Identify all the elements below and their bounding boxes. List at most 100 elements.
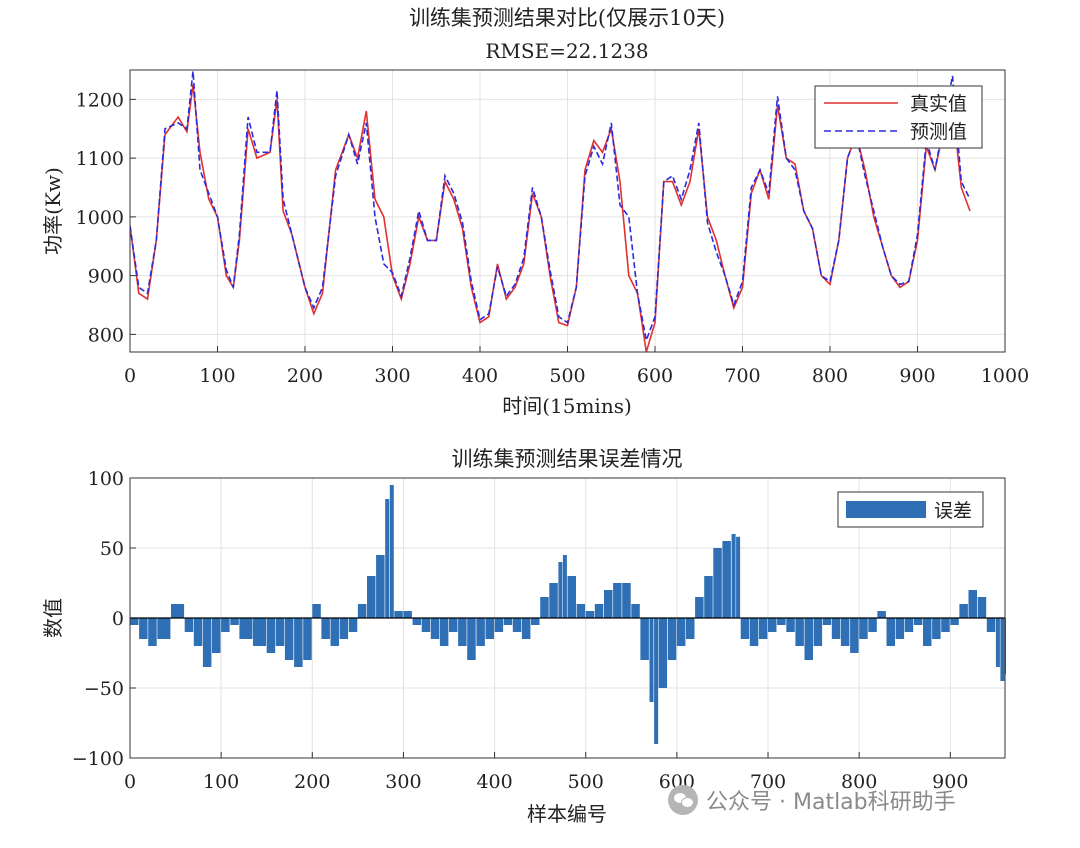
- error-bar: [676, 618, 686, 646]
- error-bar: [485, 618, 494, 639]
- error-bar: [221, 618, 230, 632]
- error-bar: [813, 618, 823, 646]
- watermark: 公众号 · Matlab科研助手: [668, 784, 956, 816]
- error-bar: [822, 618, 832, 625]
- error-bar: [613, 583, 622, 618]
- error-bar: [412, 618, 422, 625]
- error-bar: [389, 485, 394, 618]
- legend-label-actual: 真实值: [910, 93, 967, 115]
- error-bar: [786, 618, 795, 632]
- error-bar: [139, 618, 148, 639]
- error-bar: [130, 618, 139, 625]
- error-bar: [512, 618, 522, 632]
- error-bar: [1000, 618, 1005, 681]
- error-bar: [503, 618, 513, 625]
- error-bar: [357, 604, 367, 618]
- bottom-ytick-label-3: 50: [100, 538, 124, 560]
- bottom-chart-xlabel: 样本编号: [527, 802, 607, 826]
- error-bar: [348, 618, 358, 632]
- error-bar: [421, 618, 431, 632]
- error-bar: [202, 618, 212, 667]
- bottom-xtick-label-2: 200: [294, 771, 330, 793]
- error-bar: [567, 576, 576, 618]
- bottom-xtick-label-1: 100: [203, 771, 239, 793]
- error-bar: [977, 597, 987, 618]
- top-chart-frame: [129, 69, 1006, 353]
- error-bar: [521, 618, 531, 639]
- top-chart-ticks: 0 100 200 300 400 500 600 700 800 900 1000 800 900 10…: [76, 89, 1030, 387]
- error-bar: [339, 618, 349, 639]
- error-bar: [604, 590, 613, 618]
- error-bar: [804, 618, 813, 660]
- bottom-ytick-label-1: −50: [84, 678, 124, 700]
- error-bar: [367, 576, 376, 618]
- top-ytick-label-0: 800: [88, 324, 124, 346]
- error-bar: [731, 534, 736, 618]
- top-chart-rmse: RMSE=22.1238: [485, 39, 648, 63]
- error-bar: [904, 618, 914, 632]
- top-legend-box: [814, 85, 983, 149]
- top-xtick-label-0: 0: [124, 365, 136, 387]
- error-bar: [549, 583, 558, 618]
- error-bar: [230, 618, 239, 625]
- bottom-chart-ylabel: 数值: [41, 598, 65, 638]
- top-ytick-label-4: 1200: [76, 89, 124, 111]
- error-bar: [467, 618, 476, 660]
- error-bar: [795, 618, 804, 646]
- error-bar: [932, 618, 941, 639]
- bottom-chart-ticks: 0 100 200 300 400 500 600 700 800 900−100−5005010…: [72, 468, 969, 793]
- error-bar: [704, 576, 713, 618]
- error-bar: [631, 604, 640, 618]
- error-bar: [777, 618, 786, 625]
- error-bar: [540, 597, 549, 618]
- bottom-chart-frame: [129, 477, 1006, 759]
- error-bar: [558, 562, 563, 618]
- bottom-xtick-label-7: 700: [750, 771, 786, 793]
- error-bar: [439, 618, 449, 646]
- error-bar: [654, 618, 659, 744]
- bottom-xtick-label-8: 800: [841, 771, 877, 793]
- error-bar: [531, 618, 540, 625]
- error-bar: [831, 618, 841, 639]
- error-bar: [312, 604, 321, 618]
- watermark-text: 公众号 · Matlab科研助手: [706, 790, 956, 815]
- error-bar: [284, 618, 294, 660]
- error-bar: [239, 618, 253, 639]
- top-chart: 训练集预测结果对比(仅展示10天) RMSE=22.1238 0 100 200 30…: [41, 6, 1029, 418]
- error-bar: [686, 618, 695, 639]
- error-bar: [758, 618, 768, 639]
- legend-swatch-error: [846, 501, 926, 518]
- error-bar: [449, 618, 458, 632]
- top-xtick-label-4: 400: [462, 365, 498, 387]
- error-bar: [749, 618, 759, 646]
- error-bar: [157, 618, 171, 639]
- bottom-ytick-label-4: 100: [88, 468, 124, 490]
- bottom-chart-legend: 误差: [837, 491, 984, 528]
- error-bar: [913, 618, 923, 625]
- top-xtick-label-1: 100: [199, 365, 235, 387]
- top-chart-ylabel: 功率(Kw): [41, 167, 65, 255]
- error-bar: [895, 618, 905, 639]
- error-bar: [476, 618, 485, 646]
- error-bar: [941, 618, 950, 632]
- bottom-xtick-label-5: 500: [568, 771, 604, 793]
- bottom-xtick-label-3: 300: [385, 771, 421, 793]
- top-chart-series: [130, 71, 971, 352]
- error-bar: [840, 618, 850, 646]
- error-bar: [868, 618, 877, 632]
- top-xtick-label-9: 900: [899, 365, 935, 387]
- error-bar: [430, 618, 440, 639]
- error-bar: [649, 618, 654, 702]
- top-ytick-label-1: 900: [88, 266, 124, 288]
- error-bar: [376, 555, 385, 618]
- top-xtick-label-5: 500: [549, 365, 585, 387]
- legend-label-predicted: 预测值: [910, 121, 967, 143]
- error-bar: [458, 618, 467, 646]
- error-bar: [394, 611, 403, 618]
- top-chart-legend: 真实值 预测值: [814, 85, 983, 149]
- top-xtick-label-3: 300: [374, 365, 410, 387]
- top-xtick-label-10: 1000: [981, 365, 1029, 387]
- error-bar: [667, 618, 677, 660]
- top-ytick-label-3: 1100: [76, 148, 124, 170]
